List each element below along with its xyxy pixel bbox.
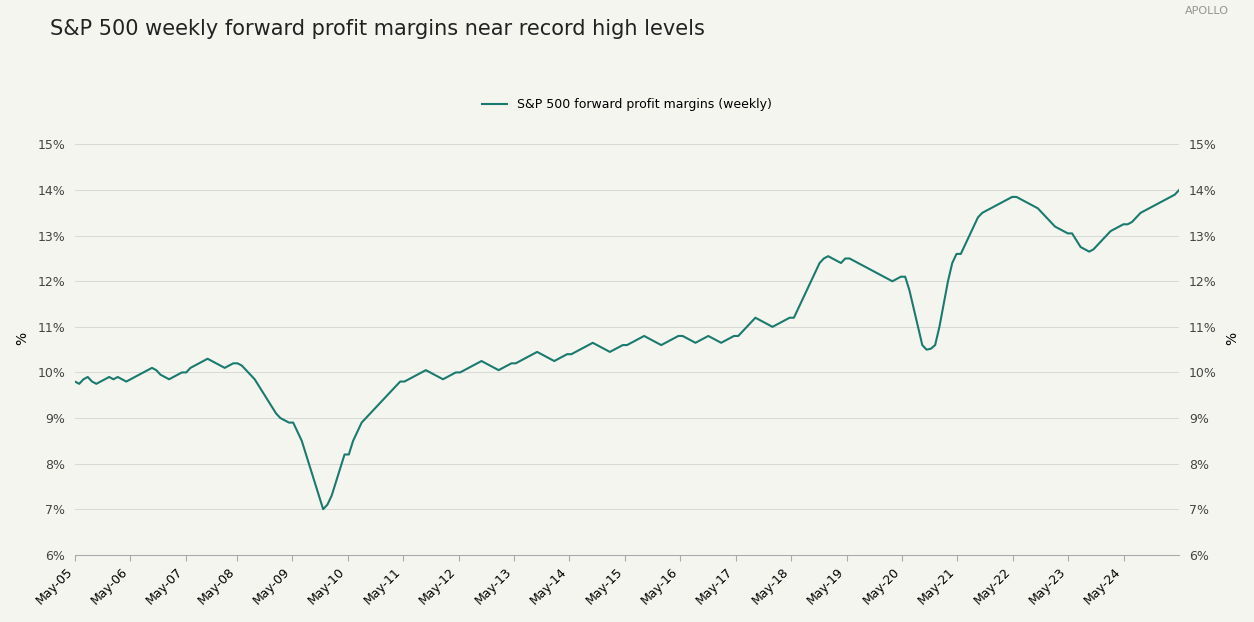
Text: APOLLO: APOLLO bbox=[1185, 6, 1229, 16]
Y-axis label: %: % bbox=[15, 332, 29, 345]
Y-axis label: %: % bbox=[1225, 332, 1239, 345]
Text: S&P 500 weekly forward profit margins near record high levels: S&P 500 weekly forward profit margins ne… bbox=[50, 19, 705, 39]
Legend: S&P 500 forward profit margins (weekly): S&P 500 forward profit margins (weekly) bbox=[477, 93, 777, 116]
